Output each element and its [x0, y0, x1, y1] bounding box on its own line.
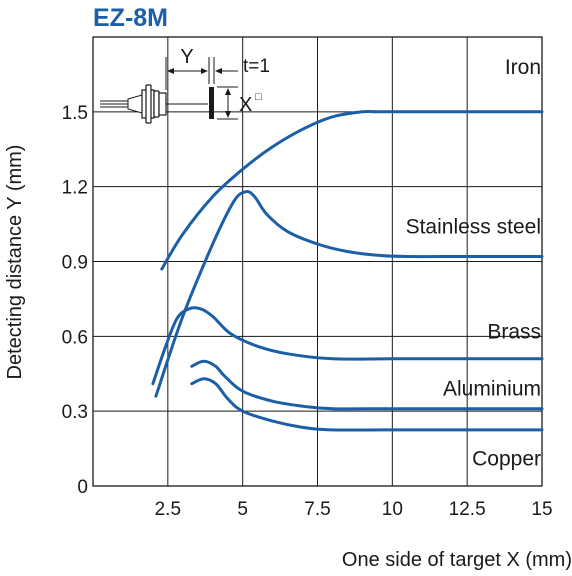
y-tick-label: 0.9 — [62, 253, 88, 274]
dimension-thickness: t=1 — [198, 56, 270, 84]
series-line-brass — [151, 306, 544, 386]
dimension-y: Y — [165, 46, 210, 90]
y-tick-label: 0.3 — [62, 402, 88, 423]
series-lines — [151, 109, 544, 432]
x-axis-title: One side of target X (mm) — [342, 549, 572, 571]
y-tick-labels: 0 0.3 0.6 0.9 1.2 1.5 — [62, 103, 88, 498]
dimension-x: X □ — [217, 86, 262, 120]
chart-title: EZ-8M — [93, 4, 168, 32]
sensor-diagram: Y t=1 X □ — [100, 46, 270, 124]
series-label-aluminium: Aluminium — [443, 378, 541, 401]
series-label-brass: Brass — [487, 320, 541, 343]
y-tick-label: 1.5 — [62, 103, 88, 124]
x-tick-label: 5 — [237, 499, 248, 520]
square-symbol: □ — [255, 91, 262, 103]
target-plate — [209, 87, 214, 119]
x-tick-label: 7.5 — [304, 499, 330, 520]
series-label-copper: Copper — [472, 448, 541, 471]
x-tick-label: 10 — [382, 499, 403, 520]
sensor-cable — [100, 94, 143, 114]
dimension-y-label: Y — [180, 46, 193, 68]
series-line-copper — [190, 377, 544, 432]
thickness-label: t=1 — [243, 56, 270, 77]
x-tick-labels: 2.5 5 7.5 10 12.5 15 — [155, 499, 553, 520]
dimension-x-label: X — [239, 94, 252, 116]
x-tick-label: 2.5 — [155, 499, 181, 520]
sensor-head — [141, 84, 167, 124]
series-labels: Iron Stainless steel Brass Aluminium Copper — [406, 56, 541, 471]
plot-frame — [92, 36, 543, 487]
series-line-stainless-steel — [154, 190, 544, 398]
y-axis-title: Detecting distance Y (mm) — [4, 145, 26, 380]
series-line-aluminium — [190, 359, 544, 411]
y-tick-label: 1.2 — [62, 178, 88, 199]
series-label-iron: Iron — [505, 56, 541, 79]
y-tick-label: 0 — [77, 477, 88, 498]
series-line-iron — [160, 109, 544, 271]
y-tick-label: 0.6 — [62, 327, 88, 348]
series-label-stainless-steel: Stainless steel — [406, 216, 541, 239]
x-tick-label: 12.5 — [449, 499, 486, 520]
x-tick-label: 15 — [531, 499, 552, 520]
